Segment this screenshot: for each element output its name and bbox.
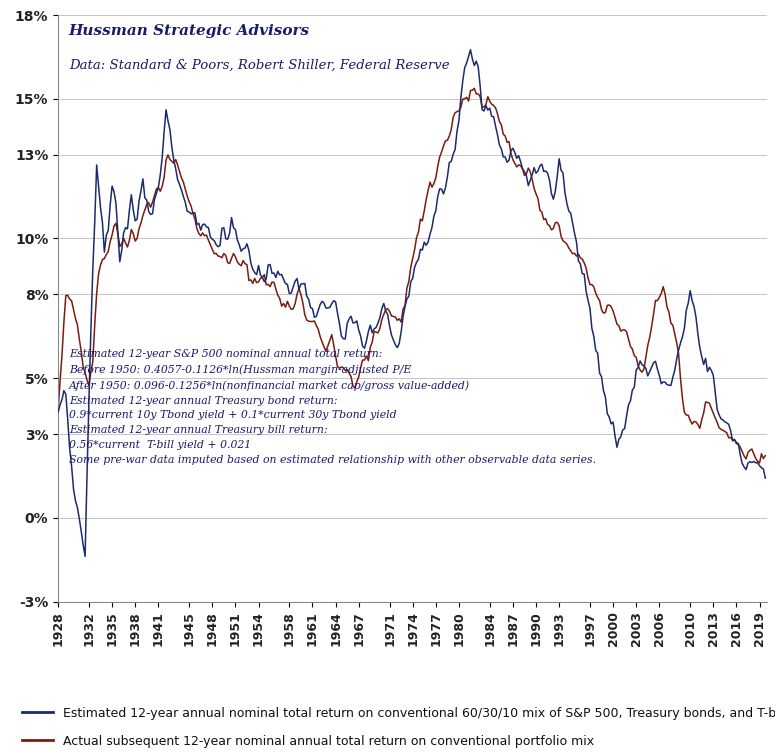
- Legend: Estimated 12-year annual nominal total return on conventional 60/30/10 mix of S&: Estimated 12-year annual nominal total r…: [22, 707, 775, 747]
- Text: Data: Standard & Poors, Robert Shiller, Federal Reserve: Data: Standard & Poors, Robert Shiller, …: [69, 59, 450, 72]
- Text: Estimated 12-year S&P 500 nominal annual total return:
Before 1950: 0.4057-0.112: Estimated 12-year S&P 500 nominal annual…: [69, 350, 596, 465]
- Text: Hussman Strategic Advisors: Hussman Strategic Advisors: [69, 24, 310, 38]
